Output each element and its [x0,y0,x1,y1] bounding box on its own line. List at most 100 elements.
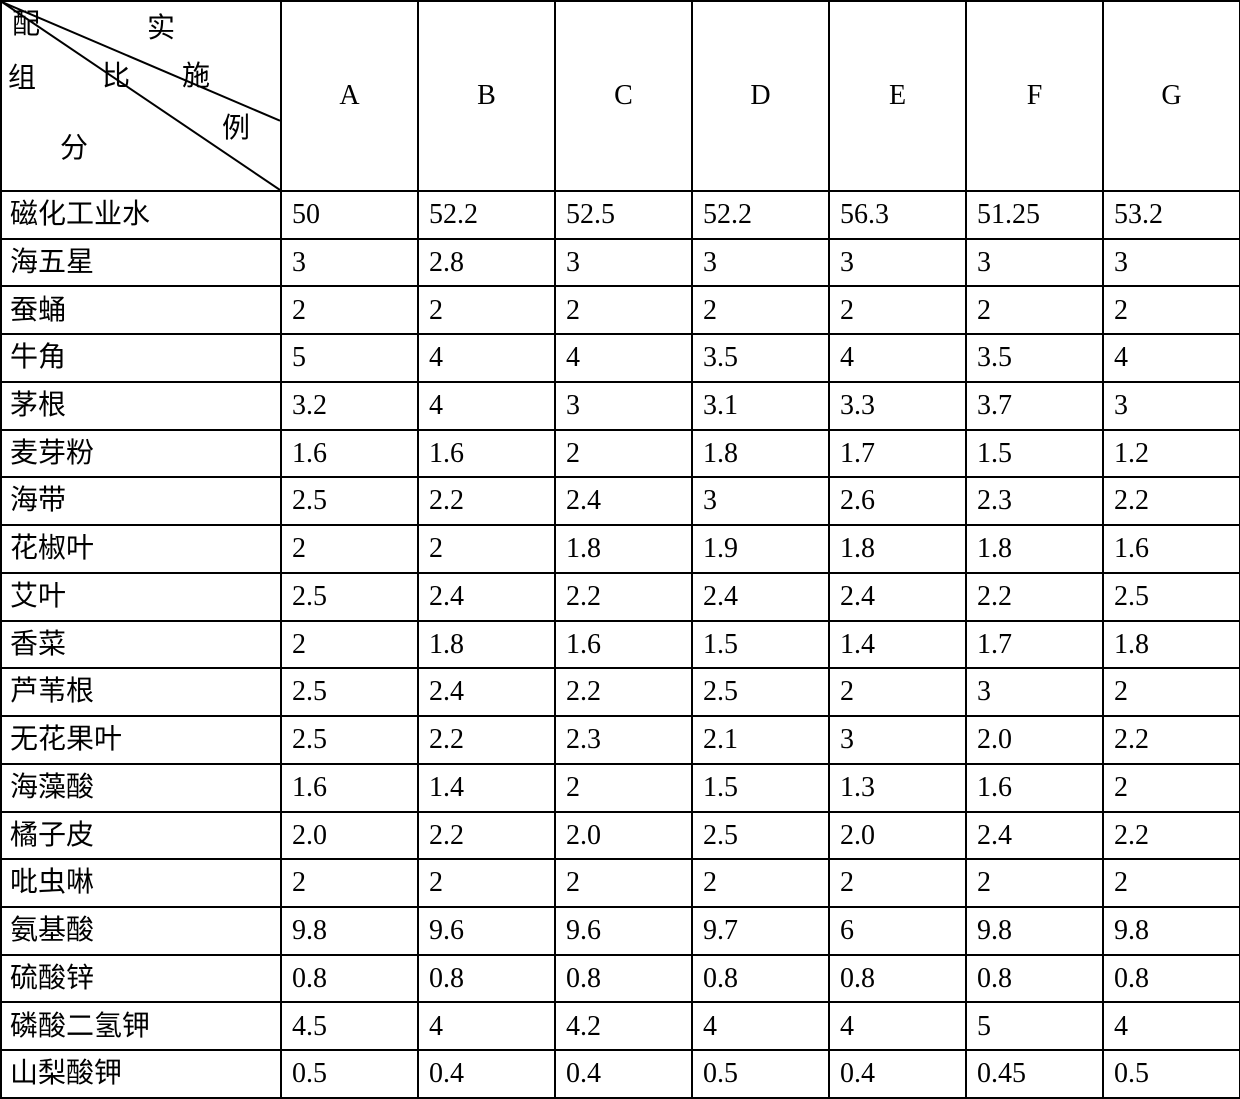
table-body: 磁化工业水5052.252.552.256.351.2553.2海五星32.83… [1,191,1240,1098]
formula-table: 配 实 组 比 施 分 例 A B C D E F G 磁化工业水5052.25… [0,0,1240,1099]
cell: 2 [281,859,418,907]
corner-label-bottom-left: 分 [60,132,88,166]
cell: 2 [829,668,966,716]
cell: 1.3 [829,764,966,812]
cell: 2.5 [281,573,418,621]
formula-table-container: 配 实 组 比 施 分 例 A B C D E F G 磁化工业水5052.25… [0,0,1240,1099]
cell: 53.2 [1103,191,1240,239]
cell: 1.8 [555,525,692,573]
cell: 2.4 [966,812,1103,860]
cell: 2.4 [418,573,555,621]
corner-label-mid-upper: 实 [147,12,175,46]
table-row: 硫酸锌0.80.80.80.80.80.80.8 [1,955,1240,1003]
corner-label-bottom-right: 例 [222,112,250,146]
cell: 2.2 [418,716,555,764]
cell: 52.2 [418,191,555,239]
cell: 56.3 [829,191,966,239]
cell: 2 [281,525,418,573]
table-row: 氨基酸9.89.69.69.769.89.8 [1,907,1240,955]
table-row: 海带2.52.22.432.62.32.2 [1,477,1240,525]
cell: 3 [966,668,1103,716]
cell: 3.5 [692,334,829,382]
cell: 1.8 [966,525,1103,573]
col-header: F [966,1,1103,191]
cell: 0.8 [281,955,418,1003]
cell: 9.7 [692,907,829,955]
cell: 3 [555,382,692,430]
cell: 2.2 [966,573,1103,621]
cell: 3 [1103,239,1240,287]
cell: 2.3 [555,716,692,764]
cell: 2 [1103,668,1240,716]
row-label: 麦芽粉 [1,430,281,478]
cell: 4 [1103,1002,1240,1050]
cell: 0.5 [1103,1050,1240,1098]
cell: 2.5 [281,477,418,525]
cell: 2.2 [418,812,555,860]
cell: 2.2 [1103,716,1240,764]
cell: 2 [966,859,1103,907]
cell: 2 [829,286,966,334]
cell: 1.7 [966,621,1103,669]
cell: 2 [281,286,418,334]
cell: 50 [281,191,418,239]
cell: 4 [829,1002,966,1050]
row-label: 海带 [1,477,281,525]
cell: 3.1 [692,382,829,430]
table-row: 麦芽粉 1.61.621.81.71.51.2 [1,430,1240,478]
cell: 2.4 [692,573,829,621]
cell: 3.5 [966,334,1103,382]
cell: 3.7 [966,382,1103,430]
row-label: 花椒叶 [1,525,281,573]
cell: 0.8 [1103,955,1240,1003]
cell: 2 [281,621,418,669]
table-row: 海藻酸1.61.421.51.31.62 [1,764,1240,812]
cell: 4 [418,334,555,382]
cell: 0.4 [829,1050,966,1098]
corner-cell: 配 实 组 比 施 分 例 [1,1,281,191]
cell: 1.9 [692,525,829,573]
cell: 2.4 [418,668,555,716]
cell: 2.0 [829,812,966,860]
cell: 4 [418,382,555,430]
cell: 1.8 [1103,621,1240,669]
cell: 1.4 [829,621,966,669]
cell: 1.5 [692,621,829,669]
table-row: 磷酸二氢钾4.544.24454 [1,1002,1240,1050]
cell: 0.5 [692,1050,829,1098]
cell: 1.4 [418,764,555,812]
row-label: 海五星 [1,239,281,287]
cell: 52.5 [555,191,692,239]
table-row: 橘子皮2.02.22.02.52.02.42.2 [1,812,1240,860]
cell: 4 [1103,334,1240,382]
cell: 2.2 [1103,477,1240,525]
cell: 2.4 [555,477,692,525]
cell: 1.6 [281,430,418,478]
cell: 2.5 [281,668,418,716]
cell: 51.25 [966,191,1103,239]
cell: 9.8 [966,907,1103,955]
table-row: 海五星32.833333 [1,239,1240,287]
cell: 0.8 [418,955,555,1003]
row-label: 无花果叶 [1,716,281,764]
cell: 5 [966,1002,1103,1050]
cell: 2.2 [418,477,555,525]
cell: 4.2 [555,1002,692,1050]
cell: 0.8 [692,955,829,1003]
table-row: 香菜21.81.61.51.41.71.8 [1,621,1240,669]
cell: 2.0 [966,716,1103,764]
cell: 1.6 [1103,525,1240,573]
cell: 3 [281,239,418,287]
cell: 0.8 [555,955,692,1003]
table-row: 牛角5443.543.54 [1,334,1240,382]
cell: 3 [692,239,829,287]
cell: 2 [692,859,829,907]
corner-label-left-mid: 组 [8,62,36,96]
cell: 0.4 [418,1050,555,1098]
cell: 6 [829,907,966,955]
corner-label-right-mid: 施 [182,60,210,94]
table-row: 吡虫啉2222222 [1,859,1240,907]
cell: 2 [418,286,555,334]
cell: 3 [829,716,966,764]
row-label: 茅根 [1,382,281,430]
